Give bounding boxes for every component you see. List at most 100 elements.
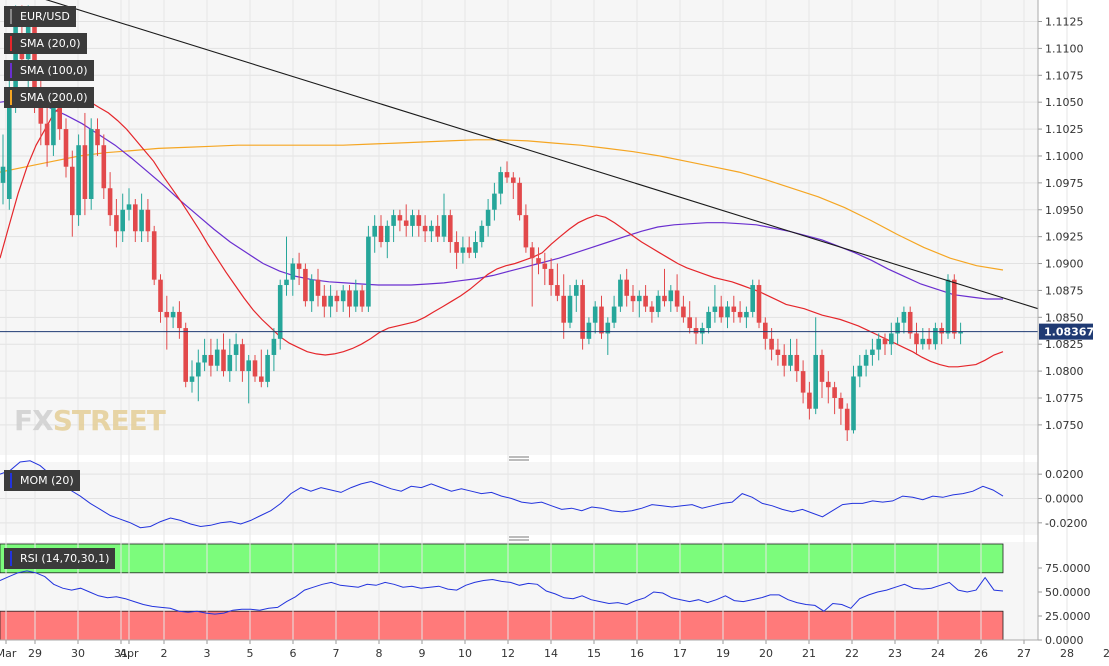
y-tick-label: 1.0875 (1045, 284, 1084, 297)
x-tick-label: 22 (845, 647, 859, 660)
panel-splitter (0, 455, 1109, 462)
candle-body (189, 376, 195, 382)
candle (82, 112, 88, 216)
candle (781, 344, 787, 377)
candle (536, 247, 541, 275)
legend-sma100[interactable]: SMA (100,0) (4, 60, 94, 81)
rsi-swatch (10, 551, 12, 566)
y-tick-label: 1.1050 (1045, 96, 1084, 109)
candle (114, 198, 119, 248)
candle (202, 338, 207, 372)
candle (807, 381, 812, 420)
candle (763, 317, 768, 350)
candle (712, 285, 718, 323)
x-tick-label: 8 (376, 647, 383, 660)
candle-body (926, 338, 932, 345)
candle-body (781, 354, 787, 366)
x-tick-label: 6 (290, 647, 297, 660)
candle (788, 338, 793, 372)
candle-body (309, 279, 314, 302)
sma20-line (0, 98, 1004, 368)
candle (901, 306, 907, 334)
candle (303, 263, 308, 307)
candle (227, 338, 233, 382)
x-tick-label: 30 (71, 647, 85, 660)
candle-body (580, 285, 585, 339)
candle-body (101, 145, 107, 189)
candle (133, 198, 138, 243)
candle (952, 274, 957, 339)
candle (101, 134, 107, 199)
candle-body (844, 408, 850, 431)
x-tick-label: 14 (544, 647, 558, 660)
y-tick-label: 1.1100 (1045, 42, 1084, 55)
candle-body (813, 354, 818, 409)
candle (378, 215, 384, 248)
candle (567, 285, 573, 329)
x-tick-label: 2 (161, 647, 168, 660)
candle (498, 166, 503, 205)
candle-body (76, 145, 81, 216)
candle-body (794, 354, 800, 372)
candle-body (498, 172, 503, 194)
candle (221, 333, 226, 377)
candle-body (763, 322, 768, 339)
symbol-swatch (10, 9, 12, 24)
candle (340, 285, 346, 312)
candle-body (403, 220, 409, 226)
legend-mom[interactable]: MOM (20) (4, 470, 80, 491)
candle-body (340, 290, 346, 302)
trendline-layer (45, 0, 1039, 310)
rsi-overbought-zone (0, 543, 1004, 574)
candle (933, 322, 938, 350)
candle-body (542, 263, 548, 269)
candle (290, 258, 296, 296)
legend-sma20[interactable]: SMA (20,0) (4, 33, 87, 54)
candle-body (303, 268, 308, 302)
candle (492, 182, 497, 221)
candle-body (82, 145, 88, 199)
candle (479, 220, 485, 248)
candle (410, 209, 415, 237)
candle-body (561, 295, 566, 323)
candle (259, 349, 264, 388)
candle (769, 328, 774, 361)
legend-mom-text: MOM (20) (20, 474, 74, 487)
candle (813, 317, 818, 415)
candle-body (693, 328, 699, 334)
candle-body (737, 311, 743, 318)
candle-body (907, 311, 913, 334)
candle-body (334, 295, 340, 302)
candle (561, 274, 566, 339)
candle-body (183, 328, 188, 382)
candle-body (208, 354, 214, 366)
panel-splitter (0, 535, 1109, 542)
y-tick-label: 1.0950 (1045, 204, 1084, 217)
legend-sma200[interactable]: SMA (200,0) (4, 87, 94, 108)
candle (592, 301, 598, 334)
candle (0, 134, 6, 205)
rsi-tick-label: 50.0000 (1045, 586, 1091, 599)
candle (366, 225, 371, 312)
candle (907, 306, 913, 339)
x-tick-label: 3 (204, 647, 211, 660)
x-tick-label: 5 (247, 647, 254, 660)
candle-body (63, 129, 69, 167)
x-tick-label: 10 (458, 647, 472, 660)
candle (630, 285, 636, 312)
candle-body (889, 333, 894, 345)
sma20-swatch (10, 36, 12, 51)
sma20-layer (0, 98, 1004, 368)
candle (183, 322, 188, 388)
legend-symbol[interactable]: EUR/USD (4, 6, 76, 27)
legend-rsi[interactable]: RSI (14,70,30,1) (4, 548, 116, 569)
candle (731, 295, 737, 323)
candle (177, 301, 182, 339)
candle-body (807, 392, 812, 409)
x-tick-label: Mar (0, 647, 17, 660)
candle-body (882, 338, 888, 345)
candle-body (466, 247, 472, 253)
candle-body (57, 107, 62, 130)
candle-body (158, 279, 163, 312)
